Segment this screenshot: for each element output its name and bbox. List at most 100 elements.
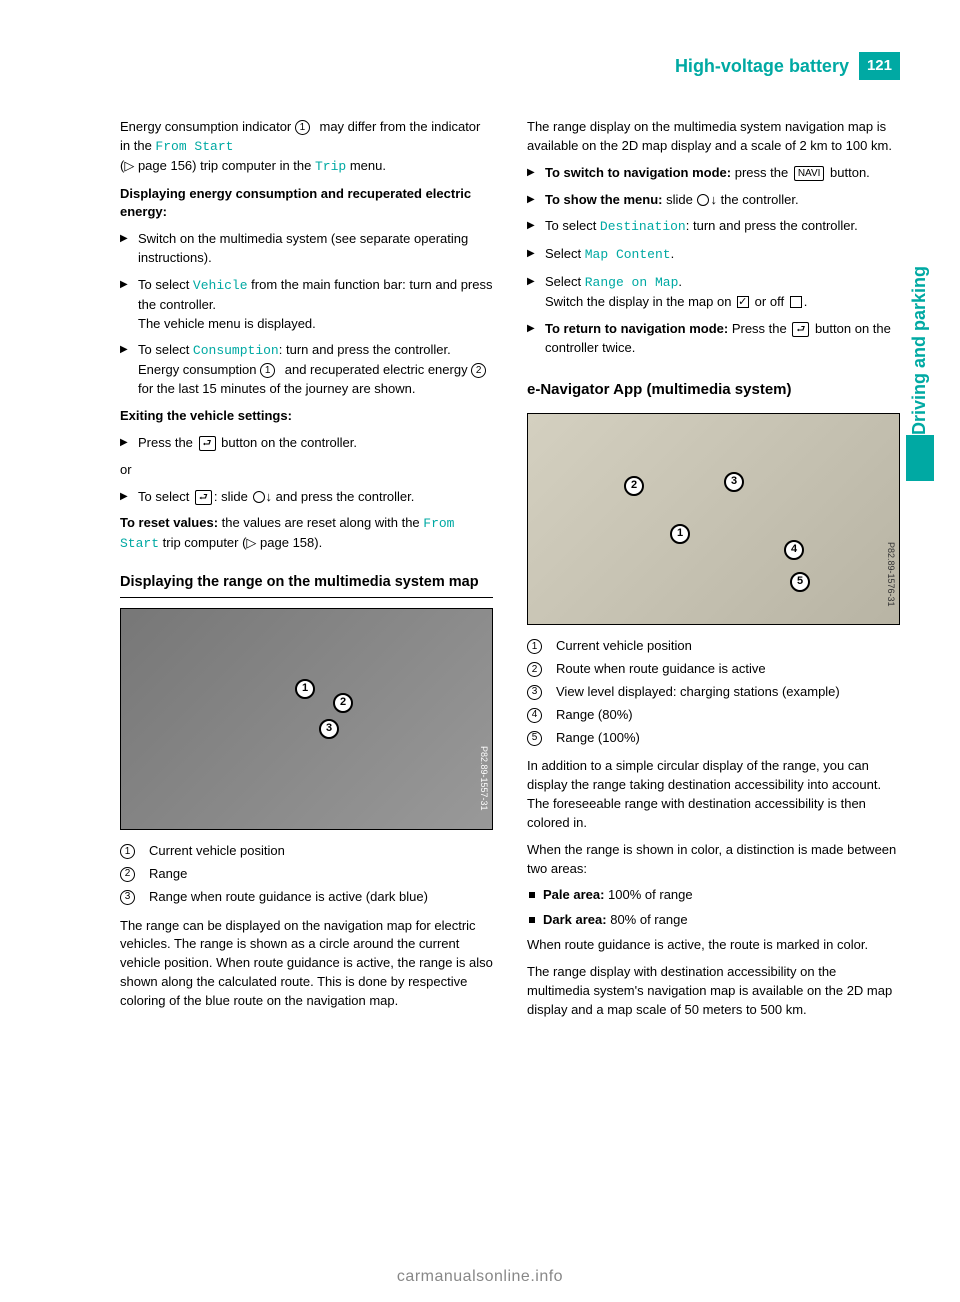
- content-columns: Energy consumption indicator 1 may diffe…: [120, 118, 900, 1028]
- bullet-item: Pale area: 100% of range: [527, 886, 900, 905]
- text-bold: To switch to navigation mode:: [545, 165, 731, 180]
- legend-item: 2 Range: [120, 865, 493, 884]
- callout-number: 2: [120, 867, 135, 882]
- figure-enavigator: P82.89-1576-31 1 2 3 4 5: [527, 413, 900, 625]
- menu-term: From Start: [155, 139, 233, 154]
- text: Range when route guidance is active (dar…: [149, 888, 428, 907]
- section-heading: Displaying the range on the multimedia s…: [120, 572, 493, 598]
- figure-marker: 1: [295, 679, 315, 699]
- paragraph: When the range is shown in color, a dist…: [527, 841, 900, 879]
- text: Current vehicle position: [556, 637, 692, 656]
- text: or off: [751, 294, 788, 309]
- text: Route when route guidance is active: [556, 660, 766, 679]
- legend-item: 3 View level displayed: charging stations…: [527, 683, 900, 702]
- menu-term: Vehicle: [193, 278, 248, 293]
- legend-item: 4Range (80%): [527, 706, 900, 725]
- callout-number: 3: [527, 685, 542, 700]
- step-item: To switch to navigation mode: press the …: [527, 164, 900, 183]
- header-title: High-voltage battery: [675, 52, 859, 80]
- paragraph: To reset values: the values are reset al…: [120, 514, 493, 554]
- back-button-icon: ⮐: [195, 490, 212, 505]
- text: Range: [149, 865, 187, 884]
- bullet-item: Dark area: 80% of range: [527, 911, 900, 930]
- step-list: Switch on the multimedia system (see sep…: [120, 230, 493, 399]
- menu-term: Trip: [315, 159, 346, 174]
- text: Switch the display in the map on: [545, 294, 735, 309]
- step-item: To return to navigation mode: Press the …: [527, 320, 900, 358]
- slide-icon: [253, 491, 265, 503]
- section-tab-label: Driving and parking: [906, 260, 932, 435]
- text: Range (80%): [556, 706, 633, 725]
- figure-id: P82.89-1576-31: [884, 542, 897, 607]
- step-item: Select Range on Map. Switch the display …: [527, 273, 900, 312]
- step-item: To select ⮐: slide ↓ and press the contr…: [120, 488, 493, 507]
- figure-marker: 3: [319, 719, 339, 739]
- text: Switch on the multimedia system (see sep…: [138, 231, 468, 265]
- step-item: To select Vehicle from the main function…: [120, 276, 493, 334]
- legend-item: 3 Range when route guidance is active (da…: [120, 888, 493, 907]
- legend-item: 2Route when route guidance is active: [527, 660, 900, 679]
- step-item: Switch on the multimedia system (see sep…: [120, 230, 493, 268]
- legend-item: 1 Current vehicle position: [120, 842, 493, 861]
- manual-page: High-voltage battery 121 Driving and par…: [0, 0, 960, 1302]
- menu-term: Destination: [600, 219, 686, 234]
- figure-image: [528, 414, 899, 624]
- text: .: [804, 294, 808, 309]
- text: slide: [662, 192, 696, 207]
- text: Energy consumption indicator: [120, 119, 295, 134]
- subheading: Displaying energy consumption and recupe…: [120, 185, 493, 223]
- paragraph: The range display with destination acces…: [527, 963, 900, 1020]
- text: (▷ page 156) trip computer in the: [120, 158, 315, 173]
- callout-number: 1: [260, 363, 275, 378]
- text: and press the controller.: [272, 489, 414, 504]
- text: Current vehicle position: [149, 842, 285, 861]
- right-column: The range display on the multimedia syst…: [527, 118, 900, 1028]
- text: Range (100%): [556, 729, 640, 748]
- text-bold: To show the menu:: [545, 192, 662, 207]
- paragraph: When route guidance is active, the route…: [527, 936, 900, 955]
- callout-number: 1: [295, 120, 310, 135]
- text: trip computer (▷ page 158).: [159, 535, 322, 550]
- page-header: High-voltage battery 121: [675, 52, 900, 80]
- text: the controller.: [717, 192, 799, 207]
- text: button.: [826, 165, 869, 180]
- callout-number: 1: [120, 844, 135, 859]
- checkbox-on-icon: [737, 296, 749, 308]
- paragraph: In addition to a simple circular display…: [527, 757, 900, 832]
- text-bold: Pale area:: [543, 887, 604, 902]
- paragraph: Energy consumption indicator 1 may diffe…: [120, 118, 493, 177]
- navi-button-icon: NAVI: [794, 166, 825, 181]
- step-item: Select Map Content.: [527, 245, 900, 265]
- text: press the: [731, 165, 792, 180]
- bullet-list: Pale area: 100% of range Dark area: 80% …: [527, 886, 900, 930]
- text: .: [678, 274, 682, 289]
- figure-legend: 1 Current vehicle position 2 Range 3 Range …: [120, 842, 493, 907]
- step-item: To select Consumption: turn and press th…: [120, 341, 493, 399]
- text: the values are reset along with the: [218, 515, 423, 530]
- watermark: carmanualsonline.info: [0, 1265, 960, 1288]
- text: .: [671, 246, 675, 261]
- text-bold: Dark area:: [543, 912, 607, 927]
- step-list: To switch to navigation mode: press the …: [527, 164, 900, 358]
- step-list: Press the ⮐ button on the controller.: [120, 434, 493, 453]
- text: menu.: [346, 158, 386, 173]
- back-button-icon: ⮐: [792, 322, 809, 337]
- callout-number: 3: [120, 890, 135, 905]
- or-separator: or: [120, 461, 493, 480]
- step-list: To select ⮐: slide ↓ and press the contr…: [120, 488, 493, 507]
- text: Press the: [138, 435, 197, 450]
- step-item: Press the ⮐ button on the controller.: [120, 434, 493, 453]
- figure-legend: 1Current vehicle position 2Route when ro…: [527, 637, 900, 747]
- text: View level displayed: charging stations …: [556, 683, 840, 702]
- back-button-icon: ⮐: [199, 436, 216, 451]
- section-heading: e-Navigator App (multimedia system): [527, 379, 900, 401]
- slide-icon: [697, 194, 709, 206]
- text: button on the controller.: [218, 435, 357, 450]
- figure-map-range: P82.89-1557-31 1 2 3: [120, 608, 493, 830]
- left-column: Energy consumption indicator 1 may diffe…: [120, 118, 493, 1028]
- figure-marker: 2: [333, 693, 353, 713]
- text: Press the: [728, 321, 790, 336]
- text: 80% of range: [607, 912, 688, 927]
- menu-term: Consumption: [193, 343, 279, 358]
- step-item: To select Destination: turn and press th…: [527, 217, 900, 237]
